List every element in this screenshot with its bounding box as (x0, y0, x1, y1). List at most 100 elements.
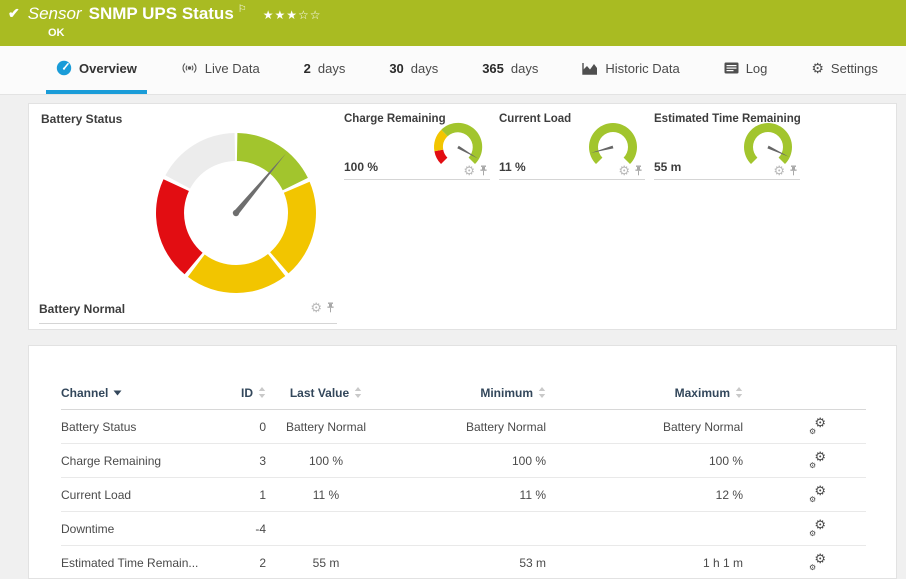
cell-maximum: Battery Normal (662, 419, 743, 434)
channel-settings-icon[interactable]: ⚙ ⚙ (809, 550, 826, 572)
tab-365-days[interactable]: 365 days (472, 46, 548, 94)
charge-remaining-title: Charge Remaining (344, 113, 446, 125)
current-load-value: 11 % (499, 160, 526, 174)
column-header-maximum[interactable]: Maximum (675, 386, 743, 400)
column-header-id[interactable]: ID (241, 386, 266, 400)
column-header-channel[interactable]: Channel (61, 386, 221, 400)
column-header-last-value[interactable]: Last Value (290, 386, 362, 400)
tab-2-days[interactable]: 2 days (294, 46, 356, 94)
estimated-time-cell: Estimated Time Remaining 55 m ⚙ (654, 113, 801, 180)
cell-minimum: Battery Normal (465, 419, 546, 434)
current-load-gauge (589, 123, 637, 164)
sensor-status-badge: OK (48, 27, 65, 39)
table-row: Downtime -4 ⚙ ⚙ (61, 512, 866, 546)
sort-icon (354, 387, 362, 398)
gauge-needle (767, 145, 789, 157)
cell-channel: Charge Remaining (61, 453, 162, 468)
pin-icon[interactable] (634, 165, 643, 176)
sensor-status-header: ✔ Sensor SNMP UPS Status ⚐ ★★★☆☆ OK (0, 0, 906, 46)
log-icon (724, 62, 739, 74)
tab-365-days-number: 365 (482, 60, 504, 76)
settings-gear-icon: ⚙ (811, 59, 824, 76)
cell-last-value: Battery Normal (285, 419, 367, 434)
cell-channel: Downtime (61, 521, 115, 536)
sort-icon (735, 387, 743, 398)
estimated-time-value: 55 m (654, 160, 682, 174)
tab-2-days-label: days (317, 60, 346, 76)
sort-icon (538, 387, 546, 398)
pin-icon[interactable] (479, 165, 488, 176)
channel-gear-icon[interactable]: ⚙ (463, 163, 475, 178)
tab-log-label: Log (745, 60, 768, 76)
column-header-id-label: ID (241, 385, 253, 400)
tab-historic-data-label: Historic Data (605, 60, 680, 76)
channel-settings-icon[interactable]: ⚙ ⚙ (809, 516, 826, 538)
historic-data-chart-icon (582, 62, 598, 75)
gauge-icon (56, 60, 72, 76)
cell-id: 0 (259, 419, 266, 434)
tab-log[interactable]: Log (714, 46, 778, 94)
tab-settings-label: Settings (830, 60, 878, 76)
battery-status-title: Battery Status (41, 112, 123, 126)
table-row: Charge Remaining 3 100 % 100 % 100 % ⚙ ⚙ (61, 444, 866, 478)
tab-30-days-label: days (410, 60, 439, 76)
channel-gear-icon[interactable]: ⚙ (310, 300, 322, 315)
pin-icon[interactable] (789, 165, 798, 176)
tab-settings[interactable]: ⚙ Settings (801, 46, 888, 94)
table-header-row: Channel ID Last Value Minimum Maximum (61, 376, 866, 410)
charge-remaining-gauge (434, 122, 483, 164)
gauge-needle (233, 153, 287, 215)
channel-settings-icon[interactable]: ⚙ ⚙ (809, 448, 826, 470)
tab-365-days-label: days (510, 60, 539, 76)
tab-overview-label: Overview (79, 60, 137, 76)
status-ok-check-icon: ✔ (8, 5, 20, 21)
table-row: Battery Status 0 Battery Normal Battery … (61, 410, 866, 444)
battery-status-value: Battery Normal (39, 302, 126, 316)
cell-channel: Battery Status (61, 419, 137, 434)
sensor-kind-label: Sensor (27, 4, 82, 23)
cell-channel: Estimated Time Remain... (61, 555, 199, 570)
table-row: Estimated Time Remain... 2 55 m 53 m 1 h… (61, 546, 866, 579)
column-header-channel-label: Channel (61, 385, 109, 400)
cell-last-value: 100 % (308, 453, 344, 468)
live-data-icon (181, 61, 198, 75)
battery-status-gauge (156, 133, 316, 293)
sort-desc-icon (113, 390, 122, 395)
tab-live-data[interactable]: Live Data (171, 46, 270, 94)
gauge-needle (590, 145, 614, 153)
flag-icon[interactable]: ⚐ (237, 4, 247, 15)
table-row: Current Load 1 11 % 11 % 12 % ⚙ ⚙ (61, 478, 866, 512)
tab-2-days-number: 2 (303, 60, 311, 76)
tab-bar: Overview Live Data 2 days 30 days 365 da… (0, 46, 906, 95)
channel-gear-icon[interactable]: ⚙ (773, 163, 785, 178)
tab-overview[interactable]: Overview (46, 46, 147, 94)
cell-id: -4 (255, 521, 266, 536)
channel-settings-icon[interactable]: ⚙ ⚙ (809, 482, 826, 504)
stars-filled: ★★★ (262, 8, 299, 22)
column-header-minimum[interactable]: Minimum (480, 386, 546, 400)
charge-remaining-value: 100 % (344, 160, 379, 174)
battery-status-footer: Battery Normal ⚙ (39, 300, 337, 324)
column-header-maximum-label: Maximum (674, 385, 730, 400)
cell-minimum: 53 m (519, 555, 546, 570)
tab-historic-data[interactable]: Historic Data (572, 46, 689, 94)
cell-id: 3 (259, 453, 266, 468)
tab-30-days-number: 30 (389, 60, 404, 76)
gauge-needle (457, 145, 478, 159)
tab-30-days[interactable]: 30 days (379, 46, 448, 94)
channel-gear-icon[interactable]: ⚙ (618, 163, 630, 178)
channel-settings-icon[interactable]: ⚙ ⚙ (809, 414, 826, 436)
cell-maximum: 100 % (708, 453, 743, 468)
priority-stars[interactable]: ★★★☆☆ (263, 8, 322, 22)
pin-icon[interactable] (326, 302, 335, 313)
tab-live-data-label: Live Data (204, 60, 260, 76)
current-load-title: Current Load (499, 113, 572, 125)
current-load-cell: Current Load 11 % ⚙ (499, 113, 645, 180)
estimated-time-title: Estimated Time Remaining (654, 113, 801, 125)
cell-id: 1 (259, 487, 266, 502)
estimated-time-gauge (744, 123, 792, 164)
channels-table: Channel ID Last Value Minimum Maximum (61, 376, 866, 579)
cell-channel: Current Load (61, 487, 132, 502)
sort-icon (258, 387, 266, 398)
